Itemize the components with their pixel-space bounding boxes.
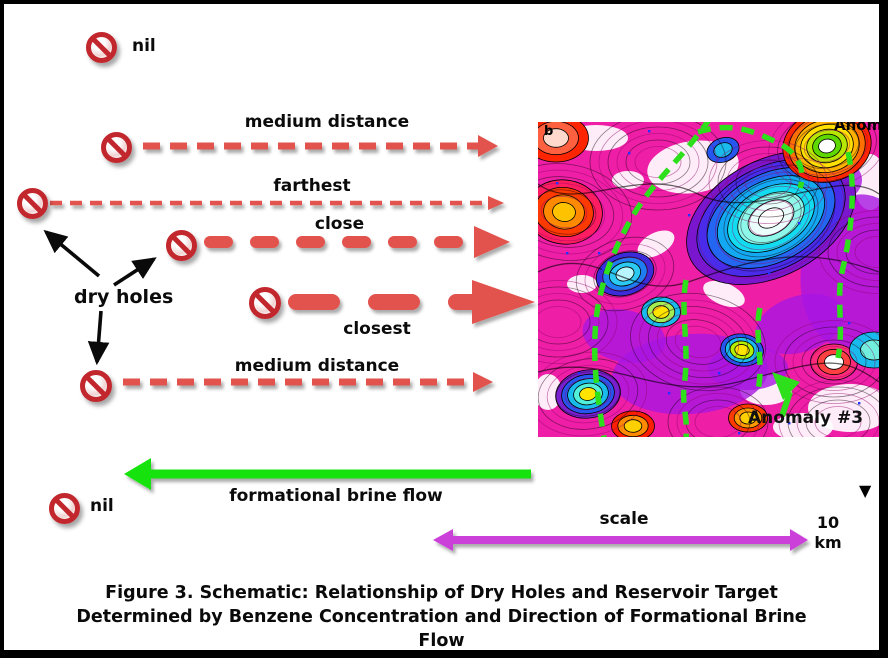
scale-unit: km: [814, 533, 842, 552]
map-anomaly-label: Anomaly #3: [748, 408, 863, 428]
caption-line-2: Determined by Benzene Concentration and …: [76, 607, 807, 627]
label-medium-distance-bottom: medium distance: [234, 356, 400, 376]
dry-hole-icon-nil-top: [86, 32, 117, 63]
caption-line-3: Flow: [418, 631, 465, 651]
scale-distance: 10: [816, 513, 840, 532]
arrow-farthest: [50, 196, 504, 210]
label-close: close: [314, 214, 365, 234]
anomaly-contour-map: b Anom Anomaly #3: [538, 122, 879, 437]
dry-hole-icon-closest: [249, 287, 281, 319]
dry-hole-icon-close: [166, 230, 197, 261]
arrow-scale: [433, 529, 808, 551]
label-dry-holes: dry holes: [74, 286, 174, 308]
label-scale: scale: [599, 509, 649, 529]
label-nil-bottom: nil: [90, 496, 114, 516]
label-nil-top: nil: [132, 36, 156, 56]
label-medium-distance-top: medium distance: [244, 112, 410, 132]
map-top-edge-label: Anom: [834, 122, 879, 134]
caption-line-1: Figure 3. Schematic: Relationship of Dry…: [105, 583, 778, 603]
dry-hole-icon-medium-top: [101, 132, 132, 163]
dry-hole-icon-farthest: [17, 188, 48, 219]
label-scale-value: 10 km: [806, 513, 850, 553]
label-closest: closest: [343, 319, 411, 339]
dry-hole-icon-medium-bottom: [80, 370, 112, 402]
dry-hole-icon-nil-bottom: [49, 493, 80, 524]
map-corner-letter: b: [544, 124, 553, 139]
down-triangle-icon: ▼: [859, 481, 872, 500]
label-farthest: farthest: [273, 176, 351, 196]
arrow-medium-distance-top: [143, 135, 498, 157]
label-brine-flow: formational brine flow: [229, 486, 443, 506]
arrow-closest: [288, 280, 535, 324]
figure-caption: Figure 3. Schematic: Relationship of Dry…: [4, 581, 879, 651]
